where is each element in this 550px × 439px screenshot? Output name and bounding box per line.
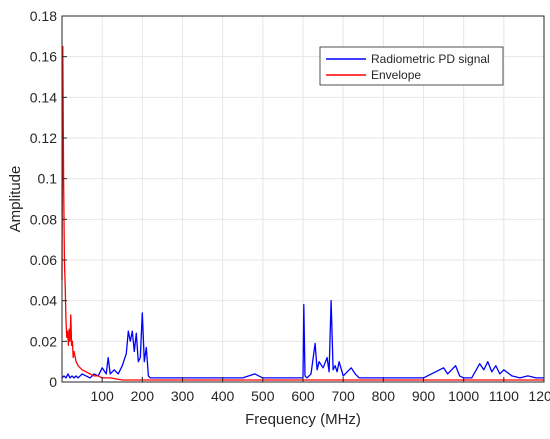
x-tick-label: 300 <box>171 388 195 404</box>
y-tick-label: 0.02 <box>30 333 57 349</box>
y-tick-label: 0.12 <box>30 130 57 146</box>
y-tick-label: 0.06 <box>30 252 57 268</box>
x-tick-label: 800 <box>372 388 396 404</box>
x-axis-label: Frequency (MHz) <box>245 411 361 428</box>
legend-box <box>319 46 504 86</box>
y-axis-label: Amplitude <box>7 166 24 233</box>
x-tick-label: 100 <box>90 388 114 404</box>
x-tick-label: 900 <box>412 388 436 404</box>
legend-label-radiometric: Radiometric PD signal <box>371 52 490 66</box>
legend: Radiometric PD signal Envelope <box>319 46 504 86</box>
x-tick-label: 500 <box>251 388 275 404</box>
y-tick-label: 0.14 <box>30 89 57 105</box>
y-tick-label: 0.08 <box>30 211 57 227</box>
tick-layer: 100 200 300 400 500 600 700 800 900 1000 1100 120 0 0… <box>30 8 550 404</box>
y-tick-label: 0.16 <box>30 49 57 65</box>
x-tick-label: 1100 <box>489 388 519 404</box>
x-tick-label: 200 <box>131 388 155 404</box>
legend-label-envelope: Envelope <box>371 68 421 82</box>
x-tick-label: 700 <box>331 388 355 404</box>
x-tick-label: 400 <box>211 388 235 404</box>
y-tick-label: 0.04 <box>30 293 57 309</box>
y-tick-label: 0 <box>49 374 57 390</box>
x-tick-label: 600 <box>291 388 315 404</box>
y-tick-label: 0.18 <box>30 8 57 24</box>
y-tick-label: 0.1 <box>38 171 58 187</box>
x-tick-label: 1000 <box>448 388 479 404</box>
